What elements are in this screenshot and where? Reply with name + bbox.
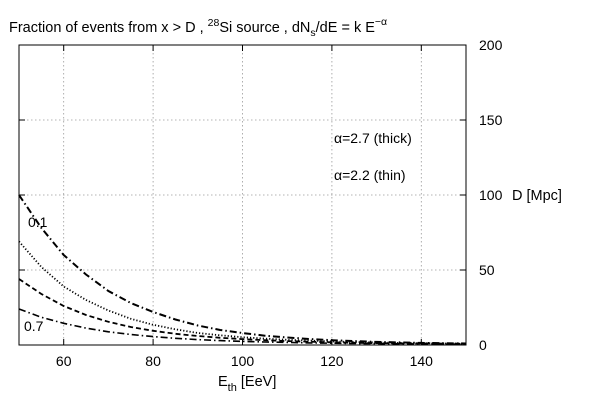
y-axis-label: D [Mpc] xyxy=(512,188,562,204)
x-axis-label: Eth [EeV] xyxy=(218,374,276,394)
title-iso-mass: 28 xyxy=(208,17,220,29)
x-tick-label-3: 120 xyxy=(320,353,344,369)
x-tick-label-1: 80 xyxy=(145,353,161,369)
x-tick-label-2: 100 xyxy=(231,353,255,369)
y-tick-label-1: 50 xyxy=(479,262,495,278)
y-tick-label-3: 150 xyxy=(479,112,503,128)
title-sub-s: s xyxy=(310,27,315,39)
x-axis-label-sub: th xyxy=(228,382,237,394)
x-axis-label-main: E xyxy=(218,374,228,390)
grid xyxy=(19,45,466,345)
ticks: 60 80 100 120 140 0 50 100 150 200 xyxy=(19,37,503,369)
y-tick-label-0: 0 xyxy=(479,337,487,353)
annotation-alpha-thin: α=2.2 (thin) xyxy=(334,167,406,183)
x-tick-label-4: 140 xyxy=(410,353,434,369)
x-axis-label-unit: [EeV] xyxy=(237,374,277,390)
y-tick-label-4: 200 xyxy=(479,37,503,53)
y-tick-label-2: 100 xyxy=(479,187,503,203)
title-prefix: Fraction of events from x > D , xyxy=(9,20,208,36)
x-tick-label-0: 60 xyxy=(56,353,72,369)
title-mid: /dE = k E xyxy=(316,20,376,36)
series-3-line xyxy=(18,308,467,346)
annotation-alpha-thick: α=2.7 (thick) xyxy=(334,130,412,146)
title-sup-alpha: −α xyxy=(375,16,387,28)
annotation-fraction-0-7: 0.7 xyxy=(24,318,44,334)
title-iso-sym: Si source , dN xyxy=(219,20,310,36)
annotation-fraction-0-1: 0.1 xyxy=(28,214,48,230)
chart-title: Fraction of events from x > D , 28Si sou… xyxy=(9,16,387,39)
